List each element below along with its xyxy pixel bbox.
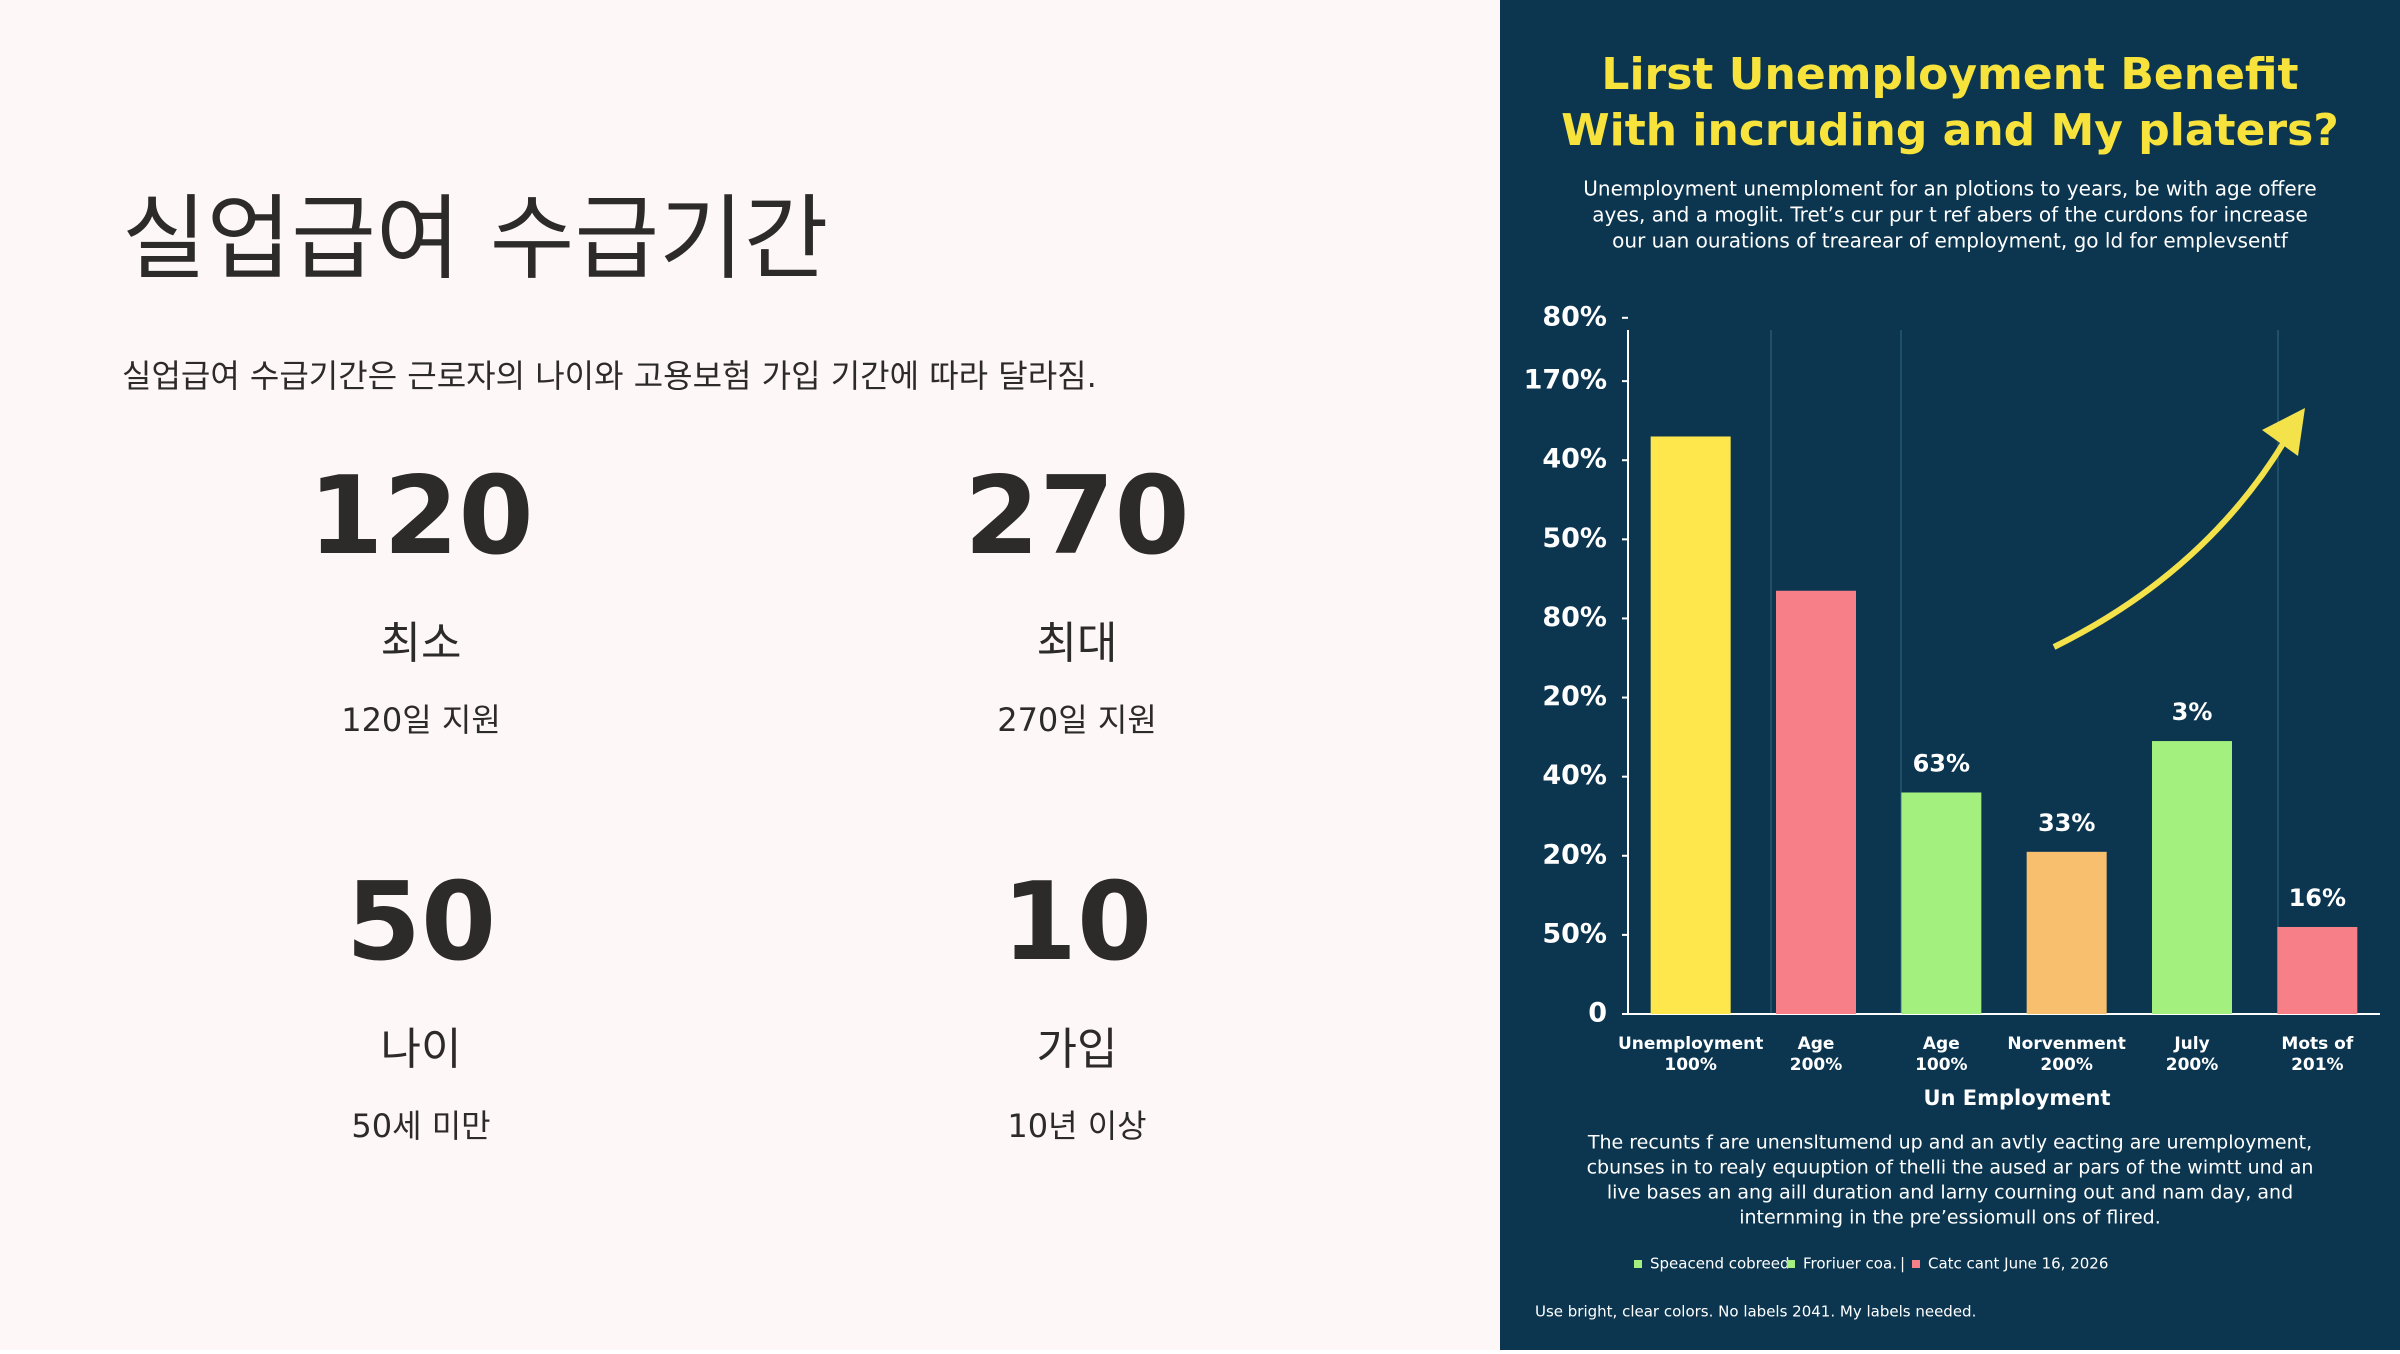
bar-annotation: 16% (2289, 884, 2346, 912)
stat-desc: 10년 이상 (1007, 1107, 1146, 1145)
x-tick-sublabel: 100% (1664, 1055, 1717, 1075)
stat-number: 120 (308, 454, 533, 579)
y-tick-label: 50% (1542, 918, 1607, 949)
stat-desc: 50세 미만 (351, 1107, 490, 1145)
y-tick-label: 40% (1542, 444, 1607, 475)
chart-footer: cbunses in to realy equuption of thelli … (1587, 1157, 2314, 1179)
arrow-head (2262, 408, 2305, 456)
x-tick-sublabel: 100% (1915, 1055, 1968, 1075)
stat-number: 270 (964, 454, 1189, 579)
bar (2026, 851, 2107, 1014)
stat-desc: 270일 지원 (997, 701, 1157, 739)
chart-title: Lirst Unemployment Benefit (1601, 49, 2298, 100)
right-panel (1500, 0, 2400, 1350)
bar (2152, 741, 2232, 1014)
legend-label: Catc cant June 16, 2026 (1928, 1255, 2108, 1273)
bar (1776, 590, 1856, 1014)
chart-note: Use bright, clear colors. No labels 2041… (1535, 1303, 1976, 1321)
stat-label: 최대 (1037, 618, 1118, 669)
y-tick-label: 80% (1542, 602, 1607, 633)
bar-annotation: 3% (2172, 698, 2213, 726)
x-tick-label: Unemployment (1618, 1034, 1763, 1054)
x-tick-label: July (2173, 1034, 2209, 1054)
x-tick-sublabel: 200% (2040, 1055, 2093, 1075)
chart-footer: The recunts f are unensltumend up and an… (1587, 1132, 2312, 1154)
legend-swatch (1634, 1260, 1642, 1268)
bar (1650, 436, 1731, 1014)
bar-annotation: 63% (1913, 749, 1970, 777)
decorative-grid (1770, 330, 2279, 1014)
x-tick-sublabel: 200% (2166, 1055, 2219, 1075)
trend-arrow (2052, 430, 2293, 650)
x-tick-label: Age (1923, 1034, 1960, 1054)
stat-number: 10 (1002, 860, 1152, 985)
bar-annotation: 33% (2038, 809, 2095, 837)
stat-number: 50 (346, 860, 496, 985)
y-tick-label: 40% (1542, 760, 1607, 791)
chart-footer: live bases an ang aill duration and larn… (1607, 1182, 2293, 1204)
stat-label: 나이 (381, 1024, 462, 1075)
y-tick-label: 0 (1588, 998, 1607, 1029)
legend-label: | (1900, 1255, 1905, 1273)
y-tick-label: 20% (1542, 839, 1607, 870)
x-tick-label: Age (1798, 1034, 1835, 1054)
x-axis-label: Un Employment (1923, 1086, 2110, 1110)
chart-subtitle: ayes, and a moglit. Tret’s cur pur t ref… (1592, 203, 2308, 227)
chart-subtitle: Unemployment unemploment for an plotions… (1583, 177, 2316, 201)
bar (2277, 926, 2358, 1014)
bar (1901, 792, 1982, 1014)
y-tick-label: 20% (1542, 681, 1607, 712)
slide-title: 실업급여 수급기간 (122, 185, 828, 292)
x-tick-sublabel: 201% (2291, 1055, 2344, 1075)
y-tick-label: 80% (1542, 301, 1607, 332)
legend-label: Speacend cobreed (1650, 1255, 1790, 1273)
stat-label: 가입 (1037, 1024, 1118, 1075)
chart-title: With incruding and My platers? (1561, 105, 2339, 156)
legend-swatch (1912, 1260, 1920, 1268)
left-panel (0, 0, 1500, 1350)
slide-subtitle: 실업급여 수급기간은 근로자의 나이와 고용보험 가입 기간에 따라 달라짐. (122, 357, 1097, 395)
stats: 120 최소 120일 지원 270 최대 270일 지원 50 나이 50세 미만 10 가입 10… (308, 454, 1189, 1145)
x-tick-label: Norvenment (2007, 1034, 2125, 1054)
y-tick-label: 170% (1524, 365, 1607, 396)
legend-swatch (1787, 1260, 1795, 1268)
stat-desc: 120일 지원 (341, 701, 501, 739)
x-tick-label: Mots of (2281, 1034, 2353, 1054)
chart-footer: internming in the pre’essiomull ons of f… (1739, 1207, 2161, 1229)
chart-subtitle: our uan ourations of trearear of employm… (1612, 229, 2289, 253)
stat-label: 최소 (381, 618, 462, 669)
legend-label: Froriuer coa. (1803, 1255, 1897, 1273)
x-tick-sublabel: 200% (1790, 1055, 1843, 1075)
y-tick-label: 50% (1542, 523, 1607, 554)
